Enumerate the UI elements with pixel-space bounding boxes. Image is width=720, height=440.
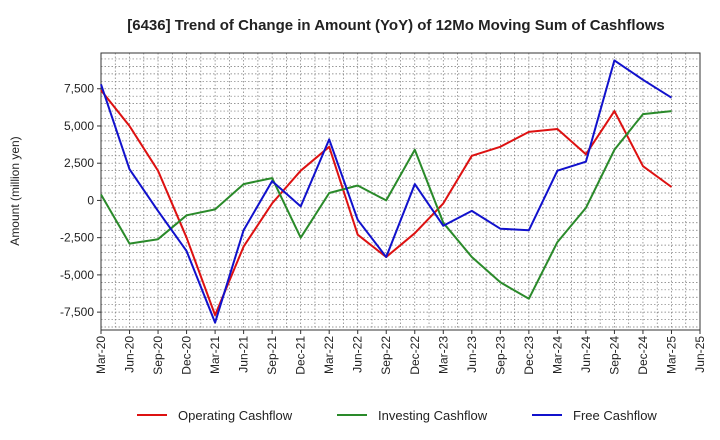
x-tick-label: Dec-23	[522, 336, 536, 375]
y-tick-label: 7,500	[64, 82, 94, 96]
plot-area-frame	[100, 52, 701, 331]
series-line-free-cashflow	[100, 59, 673, 324]
x-tick-label: Mar-24	[550, 336, 564, 374]
x-tick-label: Mar-25	[664, 336, 678, 374]
x-tick-label: Jun-23	[465, 336, 479, 373]
chart-title: [6436] Trend of Change in Amount (YoY) o…	[127, 17, 665, 34]
x-tick-label: Sep-21	[265, 336, 279, 375]
x-tick-label: Jun-21	[237, 336, 251, 373]
x-tick-label: Jun-22	[351, 336, 365, 373]
y-tick-label: -7,500	[60, 305, 94, 319]
y-tick-label: 5,000	[64, 119, 94, 133]
x-tick-label: Sep-24	[607, 336, 621, 375]
x-tick-label: Dec-20	[180, 336, 194, 375]
x-tick-label: Sep-22	[379, 336, 393, 375]
x-tick-label: Jun-25	[693, 336, 707, 373]
x-tick-label: Jun-24	[579, 336, 593, 373]
legend-label-free-cashflow: Free Cashflow	[573, 408, 657, 423]
x-tick-label: Jun-20	[123, 336, 137, 373]
x-tick-label: Mar-21	[208, 336, 222, 374]
x-tick-label: Mar-23	[436, 336, 450, 374]
x-tick-label: Sep-23	[493, 336, 507, 375]
x-tick-label: Dec-22	[408, 336, 422, 375]
y-axis-ticks: 7,500 5,000 2,500 0 -2,500 -5,000 -7,500	[60, 82, 101, 319]
y-tick-label: 2,500	[64, 156, 94, 170]
y-tick-label: -5,000	[60, 268, 94, 282]
legend-label-operating-cashflow: Operating Cashflow	[178, 408, 293, 423]
series-line-investing-cashflow	[100, 110, 672, 300]
x-tick-label: Dec-24	[636, 336, 650, 375]
x-tick-label: Sep-20	[151, 336, 165, 375]
x-axis-ticks: Mar-20 Jun-20 Sep-20 Dec-20 Mar-21 Jun-21 Sep-…	[94, 330, 707, 375]
x-tick-label: Mar-20	[94, 336, 108, 374]
grid-lines	[100, 53, 701, 330]
y-axis-label: Amount (million yen)	[8, 136, 22, 245]
x-tick-label: Dec-21	[294, 336, 308, 375]
x-tick-label: Mar-22	[322, 336, 336, 374]
y-tick-label: 0	[87, 193, 94, 207]
series-lines	[100, 59, 673, 324]
y-tick-label: -2,500	[60, 231, 94, 245]
legend: Operating Cashflow Investing Cashflow Free…	[137, 408, 657, 423]
legend-label-investing-cashflow: Investing Cashflow	[378, 408, 488, 423]
